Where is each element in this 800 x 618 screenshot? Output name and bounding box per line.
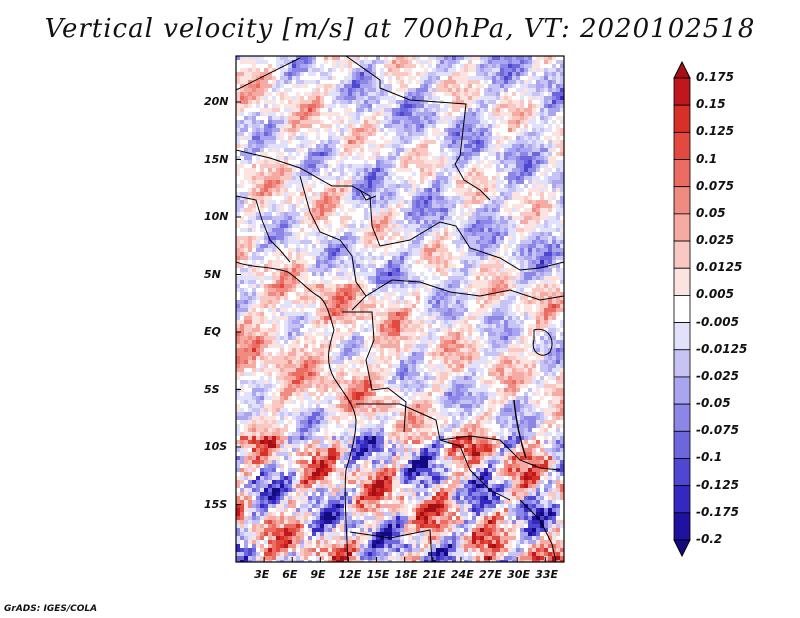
lat-tick-label: 5S [204, 382, 220, 396]
lon-tick-label: 21E [422, 568, 446, 581]
border-sahara-north [236, 56, 491, 201]
border-drc-north [365, 279, 564, 301]
lat-tick-label: 10S [204, 440, 228, 453]
colorbar-segment [673, 430, 691, 459]
lon-tick-label: 30E [507, 568, 530, 581]
colorbar-segment [673, 376, 691, 405]
coastline [236, 261, 357, 562]
colorbar-label: -0.0125 [696, 341, 748, 356]
map-title: Vertical velocity [m/s] at 700hPa, VT: 2… [44, 14, 756, 44]
lon-tick-label: 15E [366, 568, 390, 581]
colorbar-label: -0.2 [696, 532, 723, 546]
colorbar-segment [673, 104, 691, 133]
lon-tick-label: 12E [338, 568, 362, 581]
colorbar-label: -0.1 [696, 450, 723, 465]
colorbar-label: 0.075 [696, 178, 734, 193]
colorbar-segment [673, 159, 691, 188]
colorbar-label: 0.125 [696, 124, 734, 139]
border-zambia [439, 435, 561, 471]
border-nigeria-cameroon [299, 175, 367, 311]
colorbar-label: 0.15 [696, 97, 726, 112]
axis-tick-marks [236, 101, 546, 562]
colorbar-segment [673, 295, 691, 323]
border-namibia [349, 529, 433, 562]
lon-tick-label: 6E [282, 568, 298, 581]
colorbar-max-arrow [673, 60, 691, 79]
colorbar-segment [673, 240, 691, 269]
lon-tick-label: 3E [254, 568, 270, 581]
lat-tick-label: 15S [204, 497, 228, 511]
lon-tick-label: 9E [310, 568, 326, 581]
colorbar-min-arrow [673, 539, 691, 558]
colorbar-label: 0.005 [696, 287, 734, 302]
lat-tick-label: 20N [204, 95, 229, 108]
lon-tick-label: 18E [394, 568, 418, 581]
lat-tick-label: EQ [204, 325, 221, 338]
colorbar-segment [673, 403, 691, 432]
border-congo [342, 311, 407, 433]
lake-victoria [532, 328, 553, 356]
vertical-velocity-field [236, 56, 564, 562]
colorbar-segment [673, 458, 691, 487]
lon-tick-label: 27E [479, 568, 502, 581]
colorbar-segment [673, 77, 691, 106]
colorbar-label: -0.175 [696, 504, 739, 519]
colorbar-segment [673, 267, 691, 296]
colorbar-label: -0.005 [696, 314, 739, 329]
map-frame [235, 55, 565, 563]
colorbar-label: 0.025 [696, 233, 734, 248]
lat-tick-label: 15N [204, 152, 229, 166]
lat-tick-label: 10N [204, 210, 229, 223]
lake-tanganyika [513, 399, 527, 459]
colorbar-segment [673, 322, 691, 351]
lat-tick-label: 5N [204, 267, 221, 281]
colorbar-label: 0.05 [696, 205, 726, 220]
colorbar-segment [673, 512, 691, 541]
colorbar-segment [673, 186, 691, 215]
colorbar-segment [673, 485, 691, 514]
border-car [379, 221, 564, 271]
border-west-africa [236, 195, 291, 263]
border-angola [356, 403, 511, 501]
colorbar-label: 0.0125 [696, 260, 743, 275]
grads-credit: GrADS: IGES/COLA [4, 604, 98, 614]
colorbar-label: -0.05 [696, 396, 731, 411]
border-niger-chad [236, 149, 381, 247]
colorbar-label: 0.175 [696, 70, 734, 84]
colorbar-label: -0.125 [696, 477, 739, 492]
colorbar-segment [673, 349, 691, 378]
colorbar [673, 60, 691, 558]
colorbar-label: -0.025 [696, 368, 739, 383]
colorbar-segment [673, 213, 691, 242]
colorbar-label: 0.1 [696, 151, 718, 166]
colorbar-label: -0.075 [696, 423, 739, 438]
lon-tick-label: 24E [450, 568, 474, 581]
country-borders [236, 56, 564, 562]
lon-tick-label: 33E [535, 568, 559, 581]
colorbar-segment [673, 131, 691, 160]
border-mozambique [519, 499, 557, 562]
river-detail [359, 189, 377, 201]
